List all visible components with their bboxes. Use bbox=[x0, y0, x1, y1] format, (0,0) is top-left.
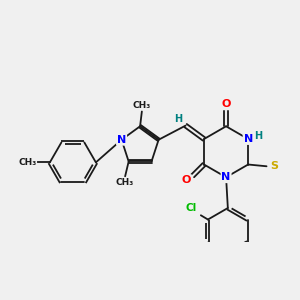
Text: H: H bbox=[175, 114, 183, 124]
Text: H: H bbox=[254, 131, 262, 141]
Text: N: N bbox=[117, 135, 126, 145]
Text: N: N bbox=[244, 134, 253, 144]
Text: O: O bbox=[221, 99, 231, 110]
Text: N: N bbox=[221, 172, 231, 182]
Text: Cl: Cl bbox=[185, 203, 197, 213]
Text: S: S bbox=[270, 161, 278, 171]
Text: O: O bbox=[182, 175, 191, 185]
Text: CH₃: CH₃ bbox=[116, 178, 134, 187]
Text: CH₃: CH₃ bbox=[133, 100, 151, 109]
Text: CH₃: CH₃ bbox=[18, 158, 36, 167]
